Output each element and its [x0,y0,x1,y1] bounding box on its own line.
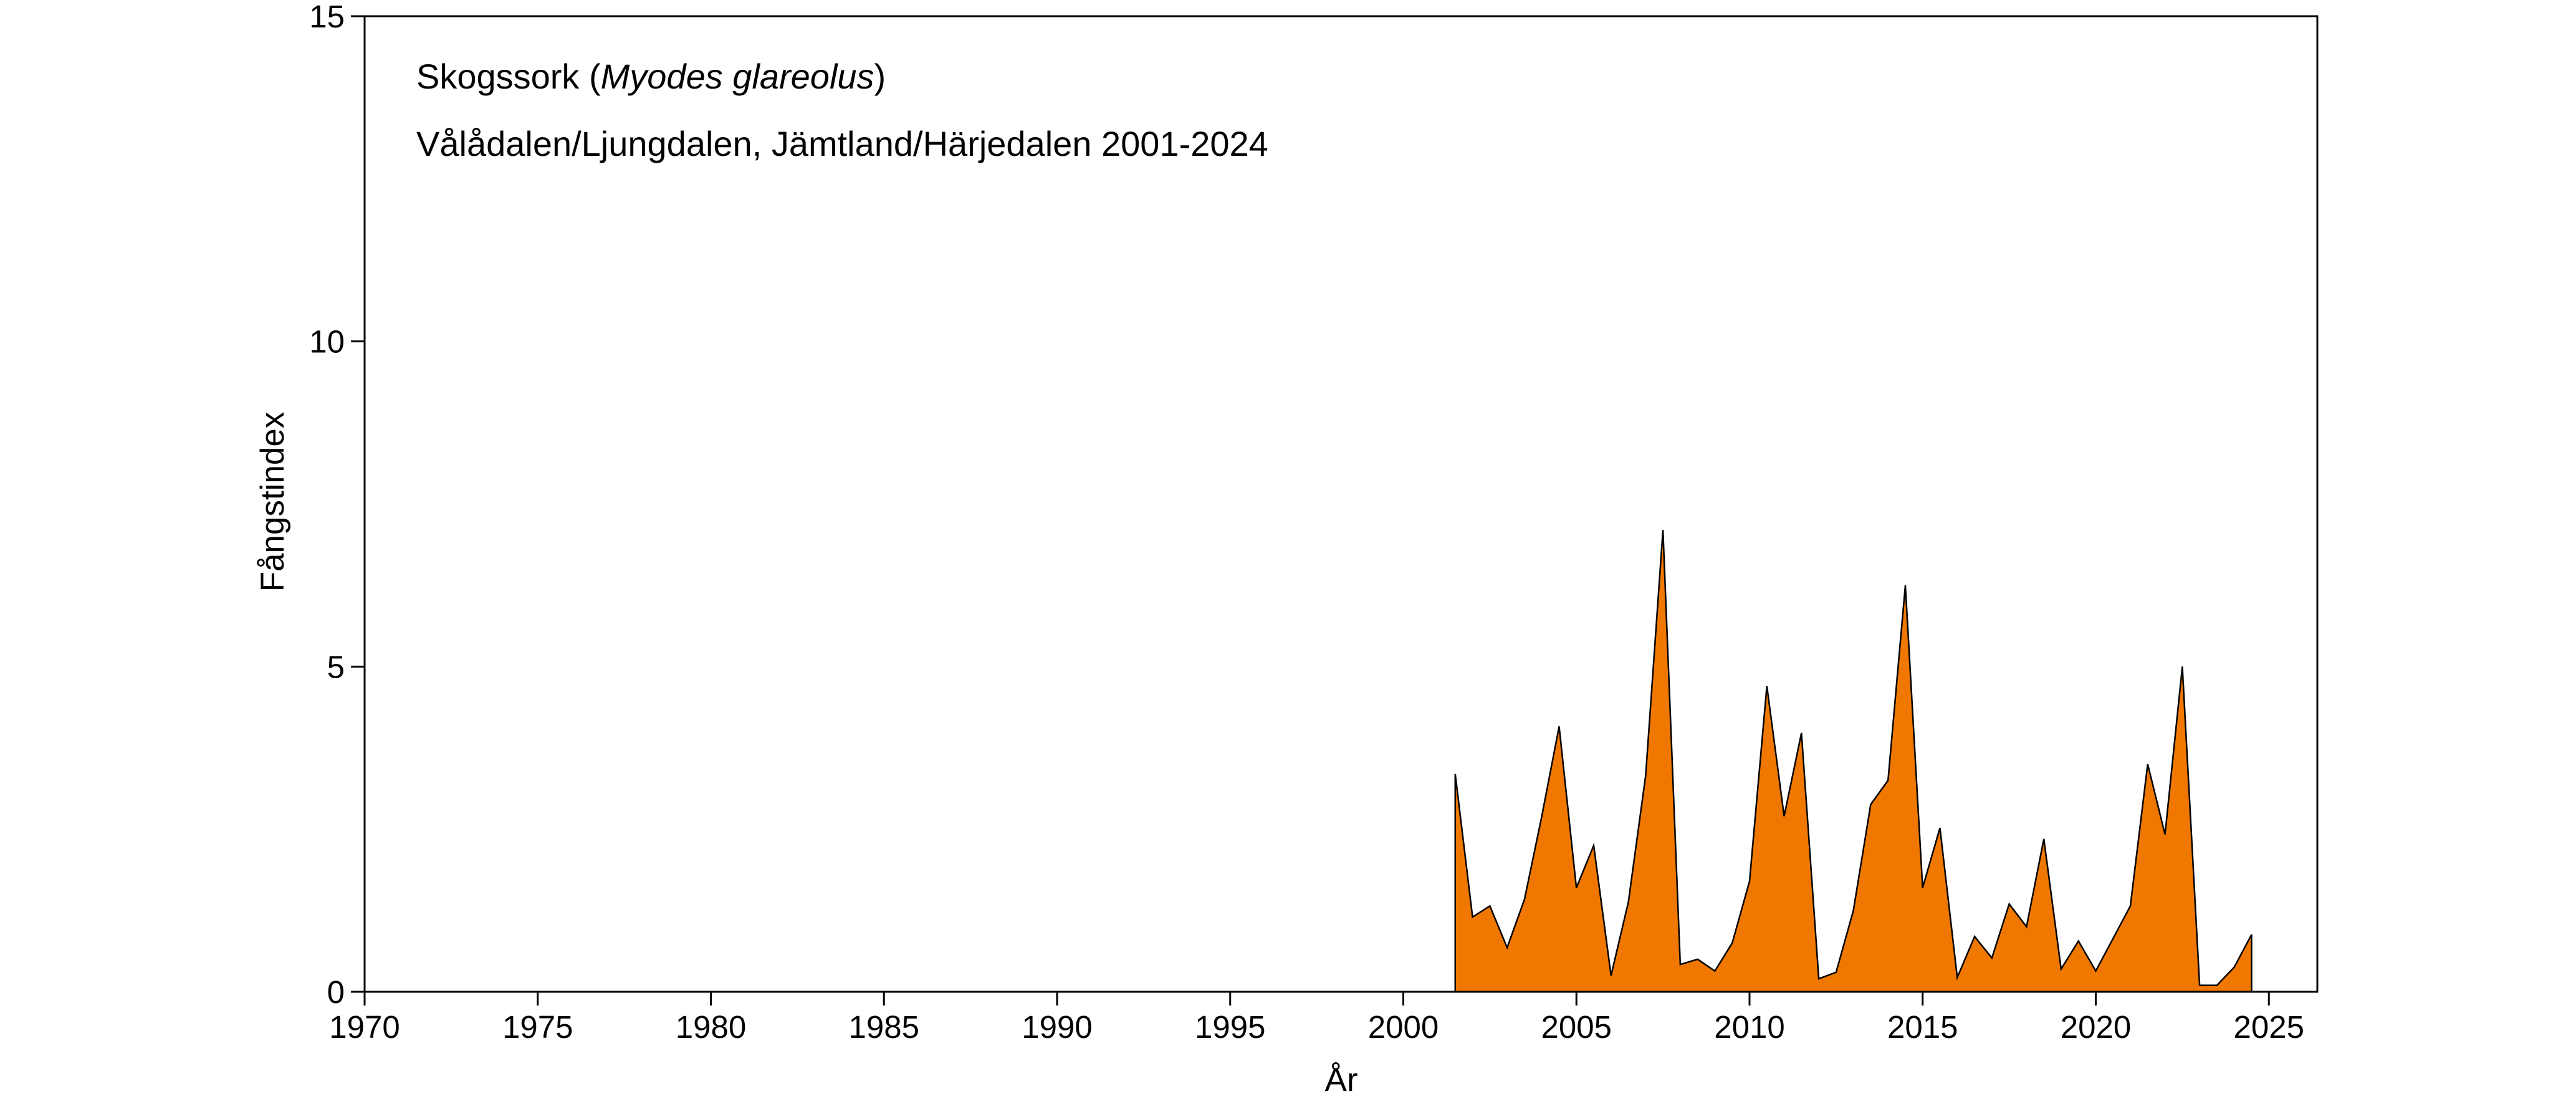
plot-area [1454,530,2253,992]
chart-subtitle: Vålådalen/Ljungdalen, Jämtland/Härjedale… [416,124,1268,163]
title-species: Myodes glareolus [601,57,874,96]
y-tick-label: 10 [309,324,345,360]
series-area [1455,530,2252,992]
x-tick-label: 2020 [2061,1009,2131,1045]
x-tick-label: 2010 [1714,1009,1784,1045]
x-axis-label: År [1325,1062,1358,1098]
y-tick-label: 0 [327,974,345,1010]
x-tick-label: 2015 [1887,1009,1958,1045]
title-suffix: ) [874,57,886,96]
series-line [1454,530,2253,992]
x-tick-label: 2000 [1368,1009,1439,1045]
x-tick-label: 1985 [849,1009,919,1045]
y-tick-label: 5 [327,649,345,684]
x-tick-label: 1980 [676,1009,746,1045]
x-tick-label: 1995 [1195,1009,1265,1045]
title-prefix: Skogssork ( [416,57,601,96]
y-axis-label: Fångstindex [254,412,291,592]
x-tick-label: 2025 [2233,1009,2304,1045]
x-tick-label: 1990 [1022,1009,1092,1045]
chart-title: Skogssork (Myodes glareolus) [416,57,886,96]
x-tick-label: 1970 [329,1009,400,1045]
y-tick-label: 15 [309,0,345,34]
x-tick-label: 1975 [502,1009,573,1045]
plot-frame [363,15,2319,993]
axes: 1970 1975 1980 1985 1990 1995 2000 2005 2010 2015… [309,0,2319,1045]
x-tick-label: 2005 [1541,1009,1612,1045]
